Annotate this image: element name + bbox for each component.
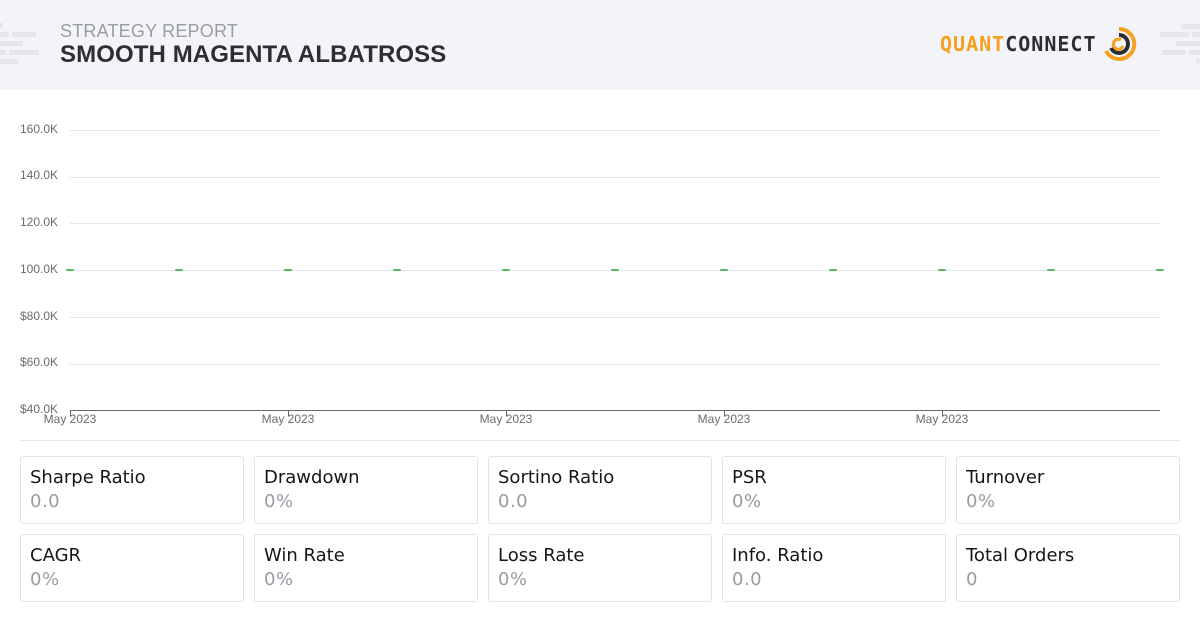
stat-card-drawdown: Drawdown 0% [254,456,478,524]
gridline [70,177,1160,178]
stat-card-sortino-ratio: Sortino Ratio 0.0 [488,456,712,524]
decorative-line [0,32,9,37]
data-point [284,269,292,271]
decorative-line [1176,41,1200,46]
decorative-line [0,59,18,64]
decorative-line [1160,32,1189,37]
decorative-line [0,41,23,46]
report-subtitle: STRATEGY REPORT [60,21,239,41]
stat-card-info-ratio: Info. Ratio 0.0 [722,534,946,602]
x-tick-label: May 2023 [261,412,315,426]
decorative-line [0,50,6,55]
stat-value: 0 [966,569,978,590]
stat-value: 0% [30,569,60,590]
y-tick-label: 140.0K [20,168,59,182]
stat-value: 0% [498,569,528,590]
data-point [1156,269,1164,271]
data-point [66,269,74,271]
x-tick-label: May 2023 [43,412,97,426]
decorative-line [1192,32,1200,37]
gridline [70,364,1160,365]
data-point [1047,269,1055,271]
x-tick-label: May 2023 [915,412,969,426]
data-point [720,269,728,271]
y-tick-label: $80.0K [20,309,59,323]
stat-label: Win Rate [264,545,345,566]
data-point [611,269,619,271]
stat-value: 0% [732,491,762,512]
report-header: STRATEGY REPORT SMOOTH MAGENTA ALBATROSS… [0,0,1200,90]
stat-card-total-orders: Total Orders 0 [956,534,1180,602]
y-tick-label: 160.0K [20,122,59,136]
data-point [175,269,183,271]
stat-card-cagr: CAGR 0% [20,534,244,602]
stat-value: 0.0 [498,491,529,512]
stat-label: Turnover [966,467,1045,488]
stat-label: Drawdown [264,467,360,488]
stat-label: CAGR [30,545,82,566]
stat-label: Info. Ratio [732,545,824,566]
y-tick-label: $60.0K [20,355,59,369]
y-tick-label: 120.0K [20,215,59,229]
stat-value: 0% [264,569,294,590]
data-point [938,269,946,271]
decorative-line [1196,58,1200,63]
x-tick [942,410,943,416]
stat-label: Total Orders [966,545,1075,566]
quantconnect-ring-icon [1103,26,1136,61]
y-tick-label: 100.0K [20,262,59,276]
stat-card-sharpe-ratio: Sharpe Ratio 0.0 [20,456,244,524]
y-tick-label: $40.0K [20,402,59,416]
stat-label: Loss Rate [498,545,585,566]
x-tick [70,410,71,416]
x-tick [288,410,289,416]
x-axis [70,410,1160,411]
gridline [70,317,1160,318]
stat-label: Sharpe Ratio [30,467,146,488]
x-tick [506,410,507,416]
data-point [502,269,510,271]
stat-value: 0% [966,491,996,512]
strategy-name: SMOOTH MAGENTA ALBATROSS [60,41,447,68]
equity-chart: 160.0K 140.0K 120.0K 100.0K $80.0K $60.0… [0,110,1200,430]
data-point [393,269,401,271]
decorative-line [1162,50,1186,55]
decorative-line [1181,24,1200,29]
stat-value: 0.0 [30,491,61,512]
gridline [70,223,1160,224]
quantconnect-logo: QUANT CONNECT [940,24,1137,64]
stat-label: Sortino Ratio [498,467,615,488]
section-divider [20,440,1180,441]
gridline [70,130,1160,131]
stat-card-psr: PSR 0% [722,456,946,524]
x-tick-label: May 2023 [697,412,751,426]
logo-text-connect: CONNECT [1005,32,1097,56]
data-point [829,269,837,271]
logo-text-quant: QUANT [940,32,1006,56]
stat-card-turnover: Turnover 0% [956,456,1180,524]
decorative-line [12,32,36,37]
x-tick-label: May 2023 [479,412,533,426]
decorative-line [0,23,3,28]
x-tick [724,410,725,416]
stat-card-loss-rate: Loss Rate 0% [488,534,712,602]
stat-value: 0.0 [732,569,763,590]
stat-value: 0% [264,491,294,512]
stat-card-win-rate: Win Rate 0% [254,534,478,602]
stat-label: PSR [732,467,767,488]
decorative-line [1189,50,1200,55]
decorative-line [9,50,39,55]
